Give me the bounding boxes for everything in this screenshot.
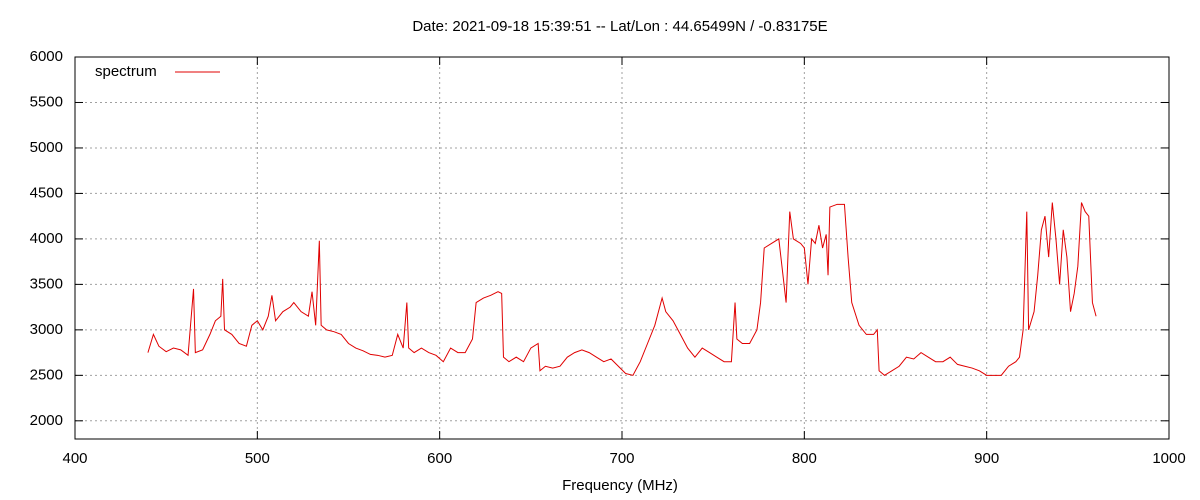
x-tick-label: 400 [62,450,87,467]
y-tick-label: 4500 [30,184,63,201]
chart-title: Date: 2021-09-18 15:39:51 -- Lat/Lon : 4… [412,18,827,35]
y-tick-label: 2000 [30,412,63,429]
x-tick-label: 600 [427,450,452,467]
x-tick-label: 1000 [1152,450,1185,467]
plot-frame [74,56,1170,440]
x-tick-label: 900 [974,450,999,467]
y-tick-label: 4000 [30,230,63,247]
x-axis-label: Frequency (MHz) [562,477,678,494]
spectrum-line [147,202,1097,376]
y-tick-label: 3000 [30,321,63,338]
x-tick-label: 500 [245,450,270,467]
y-tick-label: 3500 [30,275,63,292]
y-tick-label: 2500 [30,366,63,383]
y-tick-label: 6000 [30,48,63,65]
x-tick-label: 800 [792,450,817,467]
legend-label: spectrum [95,63,157,80]
x-tick-label: 700 [609,450,634,467]
y-tick-label: 5000 [30,139,63,156]
y-tick-label: 5500 [30,93,63,110]
